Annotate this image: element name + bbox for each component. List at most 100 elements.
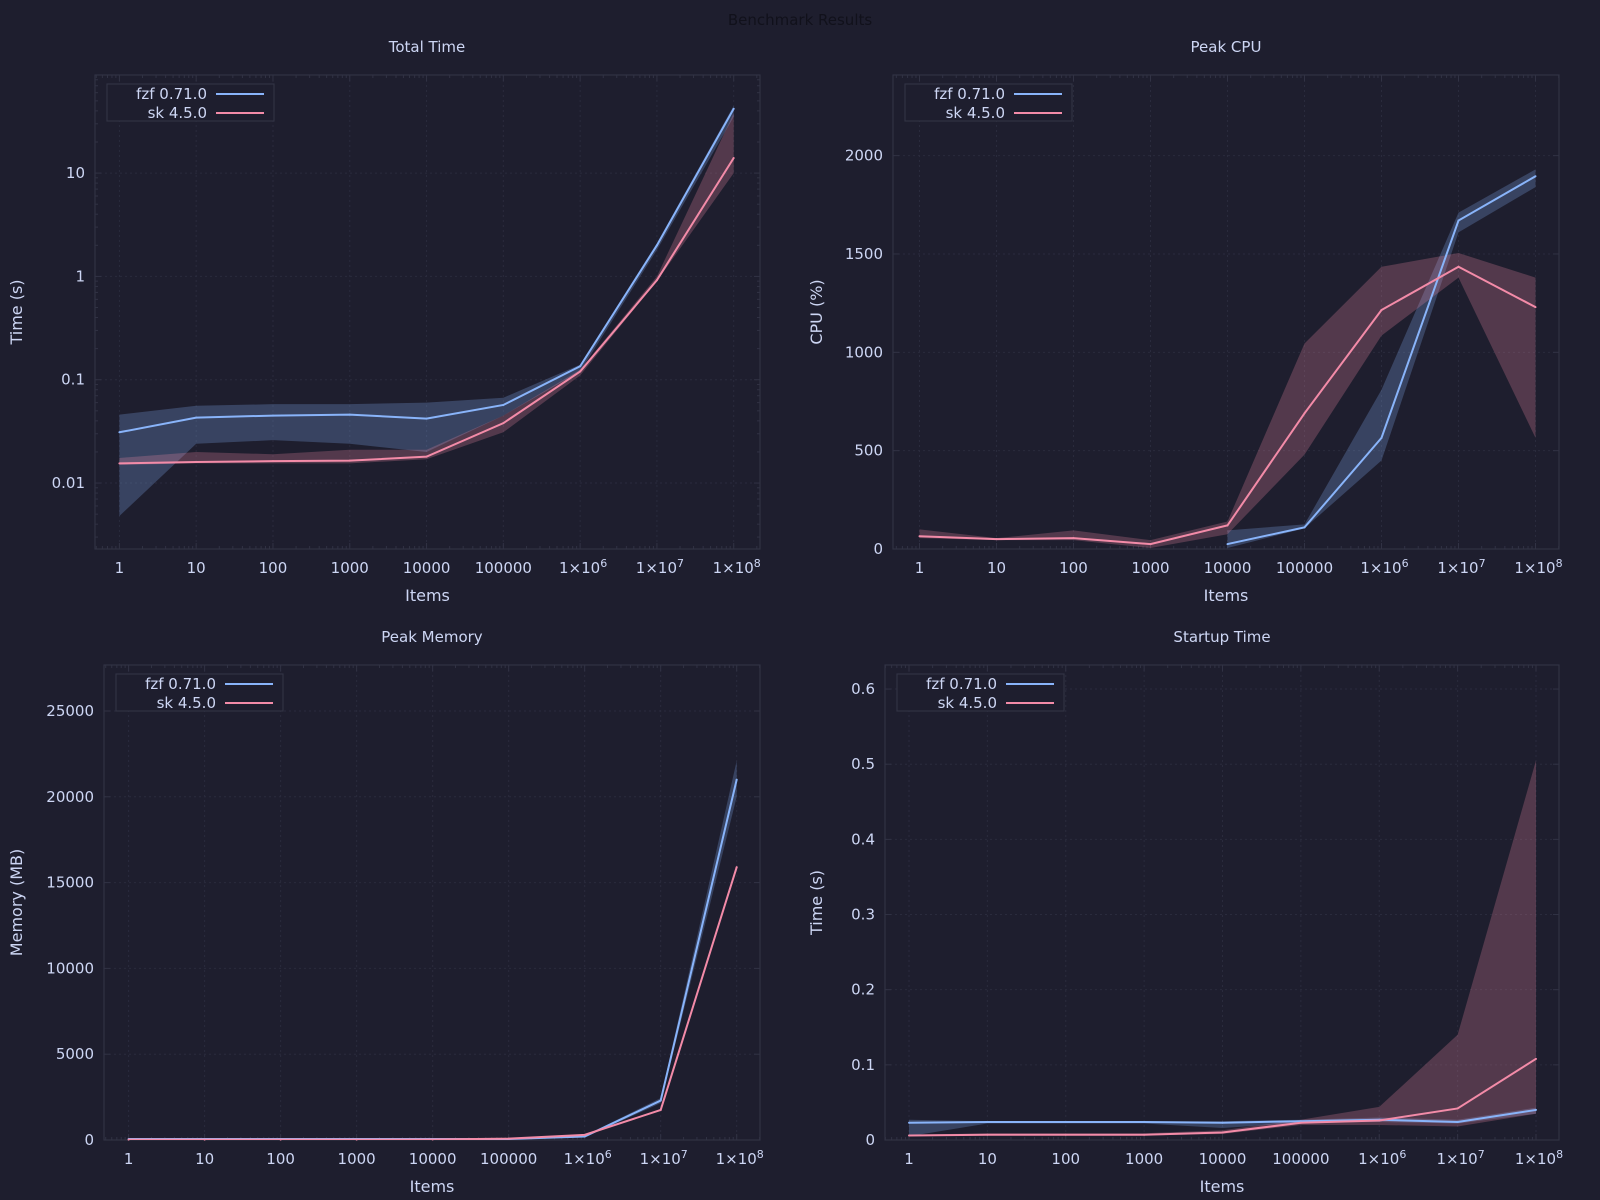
data-point-fzf	[502, 403, 505, 406]
y-tick-label: 0.2	[851, 981, 875, 999]
data-point-fzf	[659, 1099, 662, 1102]
x-tick-label: 1×108	[1514, 557, 1562, 577]
data-point-fzf	[1380, 436, 1383, 439]
x-tick-label: 1000	[338, 1150, 376, 1168]
legend-label: sk 4.5.0	[938, 694, 997, 712]
data-point-sk	[732, 156, 735, 159]
error-band-sk	[919, 252, 1536, 549]
x-axis-label: Items	[1204, 586, 1249, 605]
x-tick-label: 1×107	[1437, 1148, 1485, 1168]
data-point-fzf	[1303, 526, 1306, 529]
y-tick-label: 0.4	[851, 830, 875, 848]
data-point-sk	[203, 1138, 206, 1141]
series-line-sk	[128, 866, 738, 1140]
legend-label: sk 4.5.0	[148, 104, 207, 122]
legend: fzf 0.71.0sk 4.5.0	[106, 83, 275, 122]
data-point-sk	[908, 1134, 910, 1137]
data-point-sk	[348, 459, 351, 462]
x-tick-label: 100000	[475, 559, 532, 577]
x-tick-label: 1×108	[1515, 1148, 1563, 1168]
data-point-fzf	[732, 107, 735, 110]
y-tick-label: 0.1	[851, 1056, 875, 1074]
data-point-fzf	[655, 244, 658, 247]
y-tick-label: 5000	[56, 1045, 94, 1063]
data-point-fzf	[1535, 1108, 1537, 1111]
chart-title: Startup Time	[1173, 628, 1270, 646]
data-point-fzf	[195, 416, 198, 419]
plot-frame	[892, 74, 1560, 550]
data-point-sk	[127, 1138, 130, 1141]
x-tick-label: 100	[266, 1150, 295, 1168]
x-axis-label: Items	[405, 586, 450, 605]
x-tick-label: 1000	[1131, 559, 1169, 577]
x-tick-label: 1	[115, 559, 125, 577]
x-tick-label: 100000	[1272, 1150, 1329, 1168]
x-tick-label: 10	[195, 1150, 214, 1168]
y-tick-label: 0	[84, 1131, 94, 1149]
x-tick-label: 1	[904, 1150, 914, 1168]
y-axis-label: Memory (MB)	[7, 849, 26, 956]
data-point-fzf	[425, 417, 428, 420]
data-point-sk	[279, 1138, 282, 1141]
y-tick-label: 1	[75, 267, 85, 285]
data-point-sk	[583, 1133, 586, 1136]
x-tick-label: 100	[259, 559, 288, 577]
y-tick-label: 10	[66, 164, 85, 182]
data-point-fzf	[118, 431, 121, 434]
data-point-fzf	[1534, 175, 1537, 178]
chart-title: Peak CPU	[1191, 38, 1262, 56]
y-axis-label: Time (s)	[807, 870, 826, 936]
legend-box	[896, 673, 1065, 712]
data-point-sk	[1456, 1107, 1459, 1110]
error-band-fzf	[119, 105, 734, 516]
legend: fzf 0.71.0sk 4.5.0	[896, 673, 1065, 712]
legend-label: fzf 0.71.0	[934, 85, 1005, 103]
data-point-fzf	[579, 365, 582, 368]
y-tick-label: 25000	[46, 702, 94, 720]
data-point-sk	[507, 1137, 510, 1140]
data-point-sk	[1535, 1057, 1537, 1060]
y-tick-label: 15000	[46, 874, 94, 892]
y-tick-label: 1000	[845, 343, 883, 361]
x-tick-label: 1×106	[1358, 1148, 1406, 1168]
data-point-sk	[271, 460, 274, 463]
y-tick-label: 0.3	[851, 906, 875, 924]
x-tick-label: 10	[978, 1150, 997, 1168]
data-point-sk	[1072, 537, 1075, 540]
data-point-sk	[995, 538, 998, 541]
x-tick-label: 1×107	[1437, 557, 1485, 577]
data-point-fzf	[1456, 1120, 1459, 1123]
data-point-fzf	[908, 1121, 910, 1124]
legend-label: sk 4.5.0	[157, 694, 216, 712]
data-point-fzf	[583, 1135, 586, 1138]
y-tick-label: 500	[854, 442, 883, 460]
x-tick-label: 10000	[1199, 1150, 1247, 1168]
data-point-sk	[1457, 265, 1460, 268]
data-point-sk	[579, 370, 582, 373]
y-tick-label: 0	[873, 540, 883, 558]
y-tick-label: 0.01	[52, 474, 85, 492]
y-tick-label: 2000	[845, 147, 883, 165]
y-tick-label: 0	[865, 1131, 875, 1149]
legend-label: sk 4.5.0	[946, 104, 1005, 122]
x-tick-label: 1×106	[1360, 557, 1408, 577]
chart-title: Peak Memory	[381, 628, 483, 646]
x-tick-label: 1000	[1125, 1150, 1163, 1168]
legend-label: fzf 0.71.0	[926, 675, 997, 693]
chart-title: Total Time	[388, 38, 466, 56]
x-axis-label: Items	[410, 1177, 455, 1196]
x-tick-label: 10000	[409, 1150, 457, 1168]
y-tick-label: 0.5	[851, 755, 875, 773]
figure-title: Benchmark Results	[727, 11, 873, 29]
plot-frame	[94, 74, 761, 550]
legend-box	[106, 83, 275, 122]
data-point-sk	[1143, 1133, 1146, 1136]
y-tick-label: 20000	[46, 788, 94, 806]
x-tick-label: 1×107	[640, 1148, 688, 1168]
x-tick-label: 10000	[1204, 559, 1252, 577]
y-axis-label: Time (s)	[7, 279, 26, 345]
x-tick-label: 100	[1051, 1150, 1080, 1168]
